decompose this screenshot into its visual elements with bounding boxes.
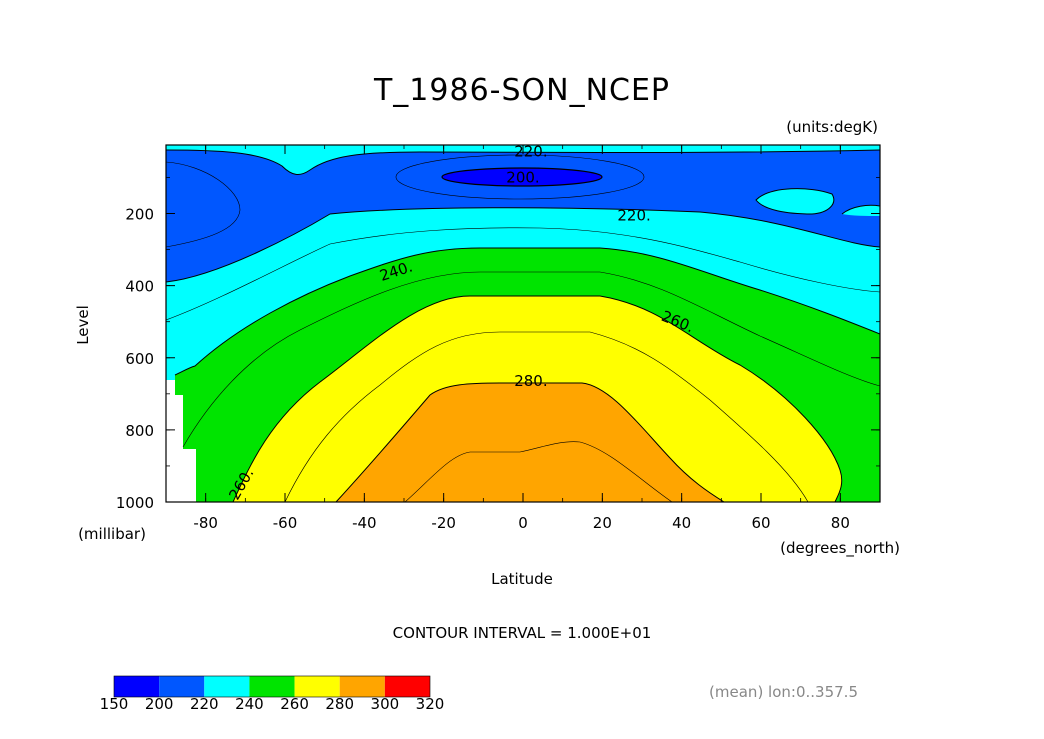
x-tick-label: 40: [672, 514, 691, 532]
colorbar-label: 200: [145, 695, 174, 713]
x-tick-label: 0: [518, 514, 528, 532]
x-tick-label: -60: [273, 514, 298, 532]
colorbar-swatch: [114, 676, 160, 697]
colorbar-swatch: [249, 676, 295, 697]
averaging-note: (mean) lon:0..357.5: [709, 683, 858, 701]
colorbar-swatch: [204, 676, 250, 697]
colorbar-label: 260: [280, 695, 309, 713]
contour-label: 220.: [617, 206, 650, 224]
contour-line-290: [404, 441, 673, 502]
x-axis-title: Latitude: [491, 570, 553, 588]
y-tick-label: 600: [125, 350, 154, 368]
contour-line-220-top: [166, 149, 880, 175]
y-tick-label: 800: [125, 422, 154, 440]
contour-label: 200.: [506, 168, 539, 186]
colorbar-label: 280: [325, 695, 354, 713]
colorbar-label: 240: [235, 695, 264, 713]
band-220-240-top: [166, 145, 880, 175]
colorbar-swatch: [159, 676, 205, 697]
y-axis: 200 400 600 800 1000: [116, 177, 880, 512]
contour-line-280: [335, 382, 725, 502]
contour-line-210-sp: [166, 161, 241, 248]
colorbar-swatch: [384, 676, 430, 697]
x-tick-label: 20: [593, 514, 612, 532]
y-axis-title: Level: [74, 305, 92, 345]
units-label: (units:degK): [786, 118, 878, 136]
contour-interval-note: CONTOUR INTERVAL = 1.000E+01: [393, 624, 652, 642]
colorbar-label: 150: [100, 695, 129, 713]
y-tick-label: 400: [125, 278, 154, 296]
contour-line-200: [441, 167, 603, 187]
contour-line-250: [182, 271, 880, 448]
contour-line-220-patch-b: [841, 204, 880, 215]
colorbar-label: 220: [190, 695, 219, 713]
band-180-200: [442, 168, 602, 186]
contour-label: 280.: [514, 372, 547, 390]
contour-line-230: [166, 227, 880, 321]
contour-fill: [166, 145, 880, 502]
x-tick-label: 80: [831, 514, 850, 532]
x-tick-label: -40: [352, 514, 377, 532]
contour-line-220: [166, 207, 880, 283]
contour-line-260: [232, 295, 843, 502]
missing-data-region: [166, 380, 196, 502]
colorbar-frame: [113, 675, 431, 698]
x-tick-label: -20: [431, 514, 456, 532]
x-axis: -80 -60 -40 -20 0 20 40 60 80: [165, 145, 881, 532]
colorbar-label: 300: [371, 695, 400, 713]
band-280-300: [336, 383, 724, 502]
x-tick-label: 60: [751, 514, 770, 532]
contour-line-240: [174, 247, 880, 376]
y-tick-label: 1000: [116, 494, 154, 512]
contour-lines: [166, 149, 880, 502]
band-220-240-patch-b: [842, 205, 880, 216]
x-units-label: (degrees_north): [780, 539, 900, 558]
colorbar-label: 320: [416, 695, 445, 713]
y-units-label: (millibar): [78, 525, 146, 543]
x-tick-label: -80: [193, 514, 218, 532]
colorbar: 150 200 220 240 260 280 300 320: [100, 675, 445, 713]
colorbar-swatch: [294, 676, 340, 697]
contour-line-210: [395, 154, 645, 200]
y-tick-label: 200: [125, 206, 154, 224]
contour-line-270: [284, 331, 809, 502]
contour-line-220-patch-a: [755, 188, 835, 215]
band-220-240-patch-a: [756, 188, 834, 214]
chart-title: T_1986-SON_NCEP: [373, 73, 670, 108]
colorbar-swatch: [339, 676, 385, 697]
